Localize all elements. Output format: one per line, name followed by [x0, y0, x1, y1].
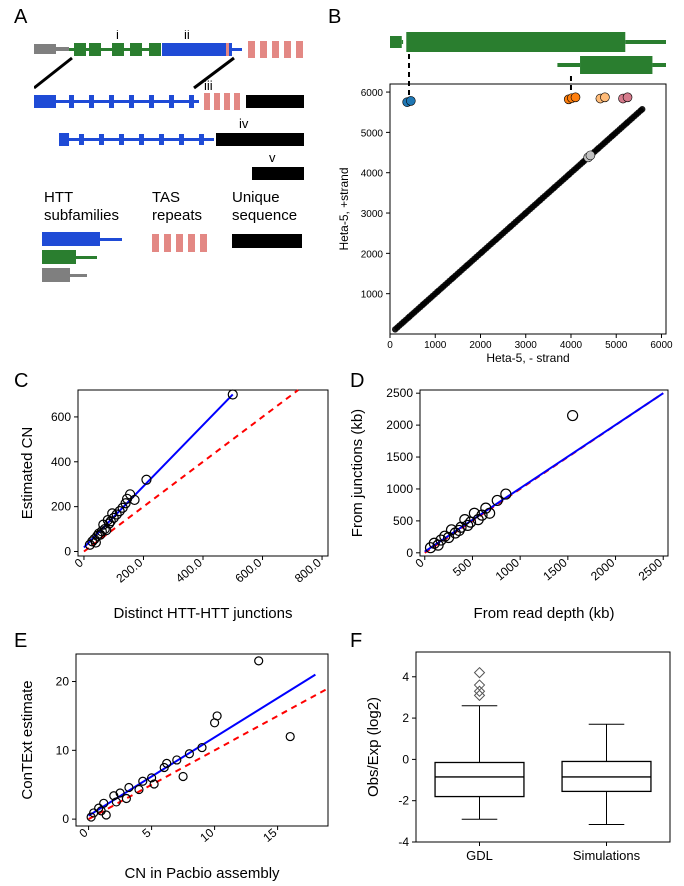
svg-text:Heta-5, +strand: Heta-5, +strand — [337, 167, 351, 250]
svg-text:500: 500 — [450, 555, 475, 579]
svg-text:2: 2 — [402, 711, 409, 725]
svg-text:6000: 6000 — [650, 340, 673, 351]
svg-text:Unique: Unique — [232, 189, 280, 206]
svg-text:800.0: 800.0 — [292, 555, 324, 585]
svg-text:Heta-5, - strand: Heta-5, - strand — [486, 351, 569, 365]
svg-text:From read depth (kb): From read depth (kb) — [474, 605, 615, 622]
svg-text:iii: iii — [204, 78, 213, 93]
svg-text:0: 0 — [387, 340, 393, 351]
panel-b-chart: 0 1000 2000 3000 4000 5000 6000 1000 2000 3000 400… — [328, 26, 676, 366]
panel-label-F: F — [350, 630, 362, 653]
svg-text:Simulations: Simulations — [573, 848, 641, 863]
svg-text:600: 600 — [51, 410, 71, 424]
svg-text:2000: 2000 — [361, 249, 384, 260]
svg-text:1500: 1500 — [540, 555, 570, 583]
svg-text:0: 0 — [62, 812, 69, 826]
svg-text:20: 20 — [56, 675, 70, 689]
svg-text:iv: iv — [239, 116, 249, 131]
svg-text:GDL: GDL — [466, 848, 493, 863]
svg-text:v: v — [269, 150, 276, 165]
svg-text:0: 0 — [402, 752, 409, 766]
svg-text:Obs/Exp (log2): Obs/Exp (log2) — [365, 697, 382, 797]
svg-text:3000: 3000 — [361, 209, 384, 220]
svg-text:1000: 1000 — [361, 290, 384, 301]
svg-text:400: 400 — [51, 455, 71, 469]
svg-text:15: 15 — [260, 825, 279, 845]
svg-text:5000: 5000 — [605, 340, 628, 351]
svg-text:TAS: TAS — [152, 189, 180, 206]
panel-f-chart: -4 -2 0 2 4 GDL Simulations Obs/Exp (log2) — [362, 636, 678, 882]
panel-c-chart: 0200.0400.0600.0800.00200400600Distinct … — [18, 372, 338, 622]
svg-text:ConTExt estimate: ConTExt estimate — [19, 680, 36, 799]
svg-text:-2: -2 — [398, 794, 409, 808]
svg-text:CN in Pacbio assembly: CN in Pacbio assembly — [124, 865, 280, 882]
svg-text:From junctions (kb): From junctions (kb) — [349, 409, 366, 537]
svg-text:sequence: sequence — [232, 207, 297, 224]
svg-text:200.0: 200.0 — [113, 555, 145, 585]
svg-text:2500: 2500 — [386, 386, 413, 400]
svg-text:10: 10 — [56, 743, 70, 757]
svg-text:repeats: repeats — [152, 207, 202, 224]
svg-text:-4: -4 — [398, 835, 409, 849]
svg-text:4: 4 — [402, 670, 409, 684]
svg-text:i: i — [116, 30, 119, 42]
svg-text:ii: ii — [184, 30, 190, 42]
svg-text:2000: 2000 — [469, 340, 492, 351]
svg-text:5000: 5000 — [361, 128, 384, 139]
svg-text:1000: 1000 — [424, 340, 447, 351]
svg-text:HTT: HTT — [44, 189, 73, 206]
svg-text:200: 200 — [51, 500, 71, 514]
panel-label-A: A — [14, 6, 27, 29]
svg-text:1000: 1000 — [386, 482, 413, 496]
svg-text:4000: 4000 — [361, 169, 384, 180]
svg-text:Estimated CN: Estimated CN — [19, 427, 36, 520]
svg-text:0: 0 — [406, 546, 413, 560]
svg-text:6000: 6000 — [361, 88, 384, 99]
svg-text:2000: 2000 — [588, 555, 618, 583]
figure-page: A B C D E F iiiiiiivvHTTsubfamiliesTASre… — [0, 0, 684, 886]
svg-text:2000: 2000 — [386, 418, 413, 432]
svg-text:0: 0 — [64, 545, 71, 559]
svg-text:3000: 3000 — [515, 340, 538, 351]
panel-d-chart: 0500100015002000250005001000150020002500… — [348, 372, 678, 622]
svg-text:500: 500 — [393, 514, 413, 528]
svg-text:600.0: 600.0 — [232, 555, 264, 585]
svg-text:1500: 1500 — [386, 450, 413, 464]
svg-text:400.0: 400.0 — [173, 555, 205, 585]
svg-text:4000: 4000 — [560, 340, 583, 351]
panel-e-chart: 05101501020CN in Pacbio assemblyConTExt … — [18, 636, 338, 882]
panel-a-diagram: iiiiiiivvHTTsubfamiliesTASrepeatsUniques… — [34, 30, 324, 330]
svg-text:10: 10 — [197, 825, 216, 845]
svg-text:Distinct HTT-HTT junctions: Distinct HTT-HTT junctions — [114, 605, 293, 622]
svg-text:2500: 2500 — [636, 555, 666, 583]
svg-text:subfamilies: subfamilies — [44, 207, 119, 224]
svg-text:1000: 1000 — [493, 555, 523, 583]
